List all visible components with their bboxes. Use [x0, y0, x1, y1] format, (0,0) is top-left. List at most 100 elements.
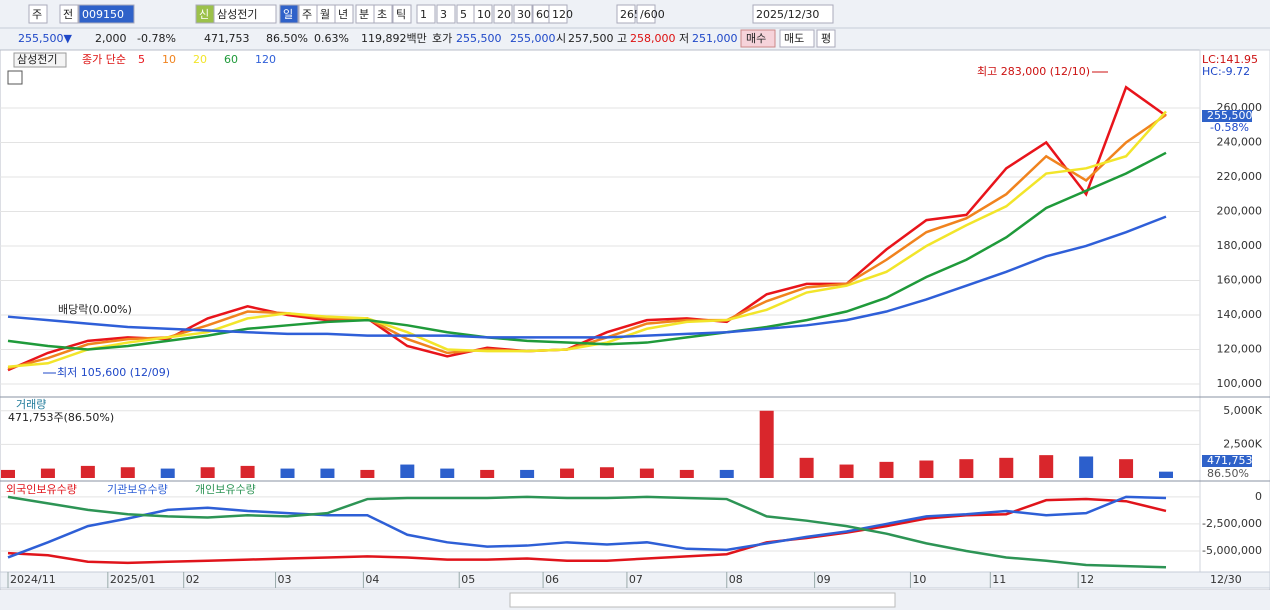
toolbar-button[interactable]	[513, 4, 533, 24]
toolbar-button[interactable]	[59, 4, 79, 24]
x-tick-label: 08	[729, 573, 743, 586]
volume-bar	[639, 468, 654, 478]
volume-bar	[839, 464, 854, 478]
series-line	[7, 495, 1167, 559]
volume-bar	[1, 469, 15, 478]
toolbar-label[interactable]: 삼성전기	[217, 8, 257, 21]
side-label: 471,753	[1207, 454, 1253, 467]
price-box	[1202, 110, 1252, 122]
volume-bar	[200, 467, 215, 478]
legend-entry: 20	[193, 53, 207, 66]
toolbar-button[interactable]	[436, 4, 456, 24]
volume-bar	[480, 469, 495, 478]
volume-bar	[919, 460, 934, 478]
toolbar-label[interactable]: /600	[640, 8, 665, 21]
toolbar-button[interactable]	[752, 4, 834, 24]
toolbar-label[interactable]: 10	[477, 8, 491, 21]
chart-title: 삼성전기	[17, 53, 57, 66]
toolbar-button[interactable]	[392, 4, 412, 24]
toolbar-label[interactable]: 초	[377, 8, 387, 21]
toolbar-label[interactable]: 신	[199, 8, 209, 21]
side-label: HC:-9.72	[1202, 65, 1250, 78]
legend-entry: 60	[224, 53, 238, 66]
scroll-track[interactable]	[509, 592, 896, 608]
quote-text: -0.78%	[137, 32, 176, 45]
side-label: -0.58%	[1210, 121, 1249, 134]
toolbar-label[interactable]: 30	[517, 8, 531, 21]
annotation: 최저 105,600 (12/09)	[57, 366, 170, 379]
volume-box	[1202, 455, 1252, 467]
x-tick-label: 09	[817, 573, 831, 586]
toolbar-label[interactable]: 60	[536, 8, 550, 21]
legend-entry: 개인보유수량	[195, 483, 256, 496]
toolbar-label[interactable]: 월	[320, 8, 330, 21]
series-line	[7, 215, 1167, 339]
quote-text: 매도	[784, 32, 804, 45]
legend-entry: 5	[138, 53, 145, 66]
quote-text: 257,500	[568, 32, 614, 45]
title-box	[13, 52, 67, 68]
toolbar-button[interactable]	[334, 4, 354, 24]
legend-entry: 10	[162, 53, 176, 66]
y-tick-label: 240,000	[1217, 135, 1263, 148]
toolbar-button[interactable]	[816, 29, 836, 48]
toolbar-button[interactable]	[548, 4, 568, 24]
toolbar-label[interactable]: 120	[552, 8, 573, 21]
toolbar-button[interactable]	[213, 4, 277, 24]
quote-text: 평	[821, 32, 831, 45]
toolbar-label[interactable]: 3	[440, 8, 447, 21]
toolbar-button[interactable]	[373, 4, 393, 24]
quote-text: 매수	[746, 32, 766, 45]
x-tick-label: 03	[278, 573, 292, 586]
y-tick-label: 2,500K	[1223, 437, 1262, 450]
toolbar-label[interactable]: 주	[32, 8, 42, 21]
quote-text: 86.50%	[266, 32, 308, 45]
buy-button[interactable]	[740, 29, 776, 48]
x-tick-label: 04	[365, 573, 379, 586]
toolbar-label[interactable]: 전	[63, 8, 73, 21]
volume-bar	[400, 464, 415, 478]
toolbar-button[interactable]	[28, 4, 48, 24]
toolbar-button[interactable]	[416, 4, 436, 24]
legend-entry: 120	[255, 53, 276, 66]
toolbar-button[interactable]	[473, 4, 493, 24]
volume-bar	[1119, 459, 1134, 478]
volume-bar	[879, 461, 894, 478]
volume-bar	[440, 468, 455, 478]
volume-bar	[679, 469, 694, 478]
volume-bar	[1039, 455, 1054, 478]
quote-text: 시	[556, 32, 566, 45]
toolbar-label[interactable]: 2025/12/30	[756, 8, 819, 21]
tool-icon[interactable]	[7, 70, 23, 85]
volume-bar	[120, 467, 135, 478]
volume-bar	[320, 468, 335, 478]
volume-bar	[40, 468, 55, 478]
quote-text: 119,892백만	[361, 32, 427, 45]
toolbar-button[interactable]	[779, 29, 815, 48]
x-tick-label: 02	[186, 573, 200, 586]
side-label: LC:141.95	[1202, 53, 1258, 66]
panel-title: 거래량	[16, 398, 46, 411]
toolbar-button[interactable]	[78, 4, 135, 24]
x-tick-label: 07	[629, 573, 643, 586]
toolbar-button[interactable]	[493, 4, 513, 24]
volume-bar	[999, 457, 1014, 478]
toolbar-label[interactable]: 1	[420, 8, 427, 21]
toolbar-label[interactable]: 009150	[82, 8, 124, 21]
toolbar-button[interactable]	[636, 4, 656, 24]
toolbar-label[interactable]: 265	[620, 8, 641, 21]
annotation: 최고 283,000 (12/10)	[977, 65, 1090, 78]
volume-bar	[959, 459, 974, 478]
toolbar-label[interactable]: 주	[302, 8, 312, 21]
toolbar-label[interactable]: 5	[460, 8, 467, 21]
toolbar-button[interactable]	[279, 4, 299, 24]
toolbar-label[interactable]: 20	[497, 8, 511, 21]
toolbar-label[interactable]: 분	[359, 8, 369, 21]
toolbar-label[interactable]: 일	[283, 7, 293, 21]
quote-text: 471,753	[204, 32, 250, 45]
toolbar-label[interactable]: 년	[338, 8, 348, 21]
toolbar-label[interactable]: 틱	[396, 8, 406, 21]
x-tick-label: 05	[461, 573, 475, 586]
toolbar-button[interactable]	[616, 4, 636, 24]
